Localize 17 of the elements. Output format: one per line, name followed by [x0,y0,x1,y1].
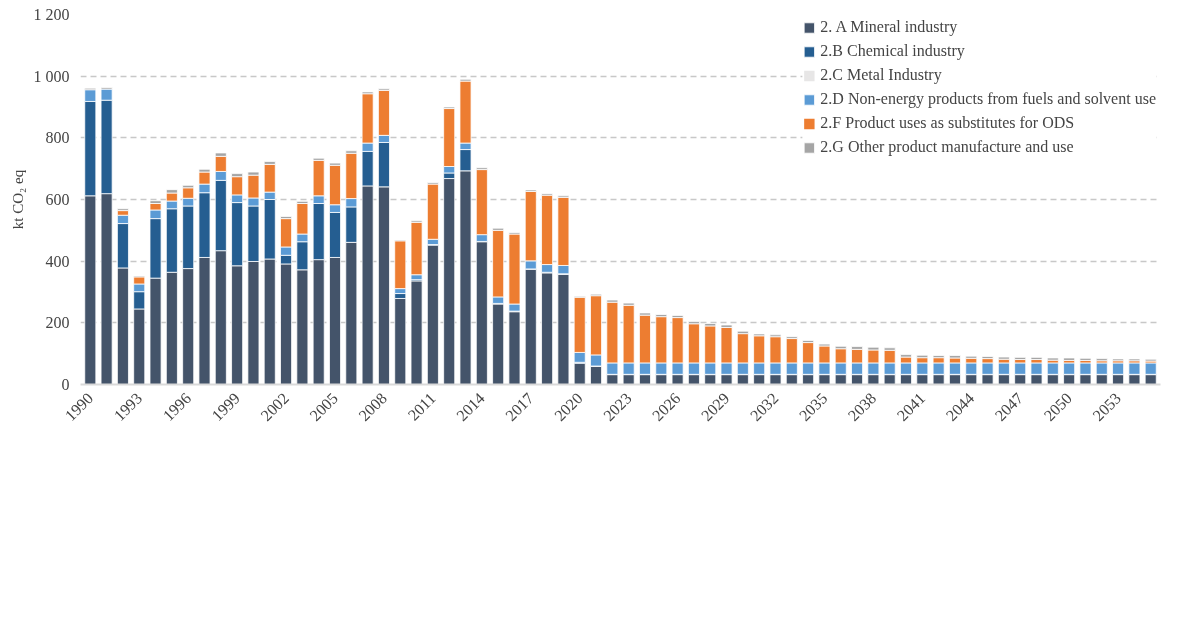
legend-label: 2.B Chemical industry [820,42,965,60]
y-tick-label: 800 [45,129,70,147]
x-tick-label: 2041 [893,389,929,425]
legend-label: 2.C Metal Industry [820,66,942,84]
y-tick-label: 0 [61,376,70,393]
y-tick-label: 1 200 [33,6,70,23]
y-tick-label: 1 000 [33,67,70,85]
y-tick-label: 200 [45,314,70,332]
x-tick-label: 2011 [404,389,439,424]
y-tick-label: 400 [45,252,70,270]
legend-label: 2.G Other product manufacture and use [820,138,1074,156]
legend-label: 2. A Mineral industry [820,18,958,36]
x-tick-label: 1993 [110,389,146,425]
y-axis-title: kt CO₂ eq [9,169,26,230]
legend-label: 2.F Product uses as substitutes for ODS [820,114,1075,132]
legend-label: 2.D Non-energy products from fuels and solvent use [820,90,1156,108]
y-tick-label: 600 [45,191,70,208]
